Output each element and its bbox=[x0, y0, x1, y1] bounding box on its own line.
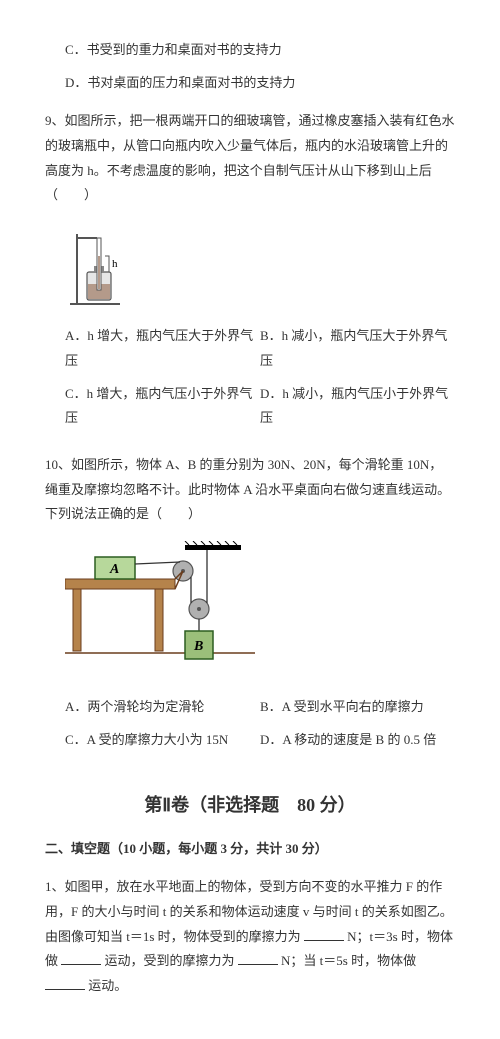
h-bracket bbox=[105, 256, 109, 272]
q9-optb-text: B．h 减小，瓶内气压大于外界气压 bbox=[260, 328, 447, 368]
q9-stem: 9、如图所示，把一根两端开口的细玻璃管，通过橡皮塞插入装有红色水的玻璃瓶中，从管… bbox=[45, 109, 455, 208]
q10-option-d: D．A 移动的速度是 B 的 0.5 倍 bbox=[260, 728, 455, 753]
fq1-seg4: N；当 t＝5s 时，物体做 bbox=[281, 953, 416, 968]
q9-option-c: C．h 增大，瓶内气压小于外界气压 bbox=[65, 382, 260, 431]
label-b: B bbox=[193, 639, 203, 654]
part-2-title: 二、填空题（10 小题，每小题 3 分，共计 30 分） bbox=[45, 837, 455, 862]
tube-liquid bbox=[98, 256, 100, 289]
rope-a-to-pulley bbox=[135, 562, 180, 564]
q10-stem: 10、如图所示，物体 A、B 的重分别为 30N、20N，每个滑轮重 10N，绳… bbox=[45, 453, 455, 527]
q8-option-c: C．书受到的重力和桌面对书的支持力 bbox=[65, 38, 455, 63]
part-2-title-text: 二、填空题（10 小题，每小题 3 分，共计 30 分） bbox=[45, 841, 328, 856]
q9-stem-text: 9、如图所示，把一根两端开口的细玻璃管，通过橡皮塞插入装有红色水的玻璃瓶中，从管… bbox=[45, 113, 455, 202]
q10-opta-text: A．两个滑轮均为定滑轮 bbox=[65, 699, 204, 714]
table-leg-right bbox=[155, 589, 163, 651]
q9-optc-text: C．h 增大，瓶内气压小于外界气压 bbox=[65, 386, 252, 426]
q9-option-b: B．h 减小，瓶内气压大于外界气压 bbox=[260, 324, 455, 373]
section-2-title: 第Ⅱ卷（非选择题 80 分） bbox=[45, 788, 455, 822]
table-top bbox=[65, 579, 175, 589]
ceiling-hatch bbox=[185, 541, 237, 545]
label-a: A bbox=[109, 562, 119, 577]
q9-option-d: D．h 减小，瓶内气压小于外界气压 bbox=[260, 382, 455, 431]
q9-option-a: A．h 增大，瓶内气压大于外界气压 bbox=[65, 324, 260, 373]
q10-option-b: B．A 受到水平向右的摩擦力 bbox=[260, 695, 455, 720]
q8-option-d: D．书对桌面的压力和桌面对书的支持力 bbox=[65, 71, 455, 96]
fq1-blank-3 bbox=[238, 951, 278, 965]
q10-stem-text: 10、如图所示，物体 A、B 的重分别为 30N、20N，每个滑轮重 10N，绳… bbox=[45, 457, 450, 521]
fq1-blank-4 bbox=[45, 976, 85, 990]
q10-figure: A B bbox=[65, 541, 455, 681]
q8-optd-text: D．书对桌面的压力和桌面对书的支持力 bbox=[65, 75, 295, 90]
fq1-blank-2 bbox=[61, 951, 101, 965]
section-2-title-text: 第Ⅱ卷（非选择题 80 分） bbox=[144, 795, 355, 815]
q8-optc-text: C．书受到的重力和桌面对书的支持力 bbox=[65, 42, 282, 57]
ceiling-bar bbox=[185, 545, 241, 550]
fq1-seg5: 运动。 bbox=[88, 978, 127, 993]
fq1-blank-1 bbox=[304, 927, 344, 941]
q9-svg: h bbox=[65, 222, 135, 310]
q10-optd-text: D．A 移动的速度是 B 的 0.5 倍 bbox=[260, 732, 436, 747]
q9-optd-text: D．h 减小，瓶内气压小于外界气压 bbox=[260, 386, 448, 426]
q9-opta-text: A．h 增大，瓶内气压大于外界气压 bbox=[65, 328, 253, 368]
table-leg-left bbox=[73, 589, 81, 651]
q10-option-c: C．A 受的摩擦力大小为 15N bbox=[65, 728, 260, 753]
q10-option-a: A．两个滑轮均为定滑轮 bbox=[65, 695, 260, 720]
pulley-movable-axle bbox=[197, 607, 201, 611]
q10-optb-text: B．A 受到水平向右的摩擦力 bbox=[260, 699, 424, 714]
q10-options: A．两个滑轮均为定滑轮 B．A 受到水平向右的摩擦力 C．A 受的摩擦力大小为 … bbox=[65, 695, 455, 760]
q9-options: A．h 增大，瓶内气压大于外界气压 B．h 减小，瓶内气压大于外界气压 C．h … bbox=[65, 324, 455, 439]
q9-figure: h bbox=[65, 222, 455, 310]
h-label: h bbox=[112, 258, 118, 270]
q10-optc-text: C．A 受的摩擦力大小为 15N bbox=[65, 732, 228, 747]
fq1-seg3: 运动，受到的摩擦力为 bbox=[105, 953, 235, 968]
fill-q1: 1、如图甲，放在水平地面上的物体，受到方向不变的水平推力 F 的作用，F 的大小… bbox=[45, 875, 455, 998]
q10-svg: A B bbox=[65, 541, 255, 681]
